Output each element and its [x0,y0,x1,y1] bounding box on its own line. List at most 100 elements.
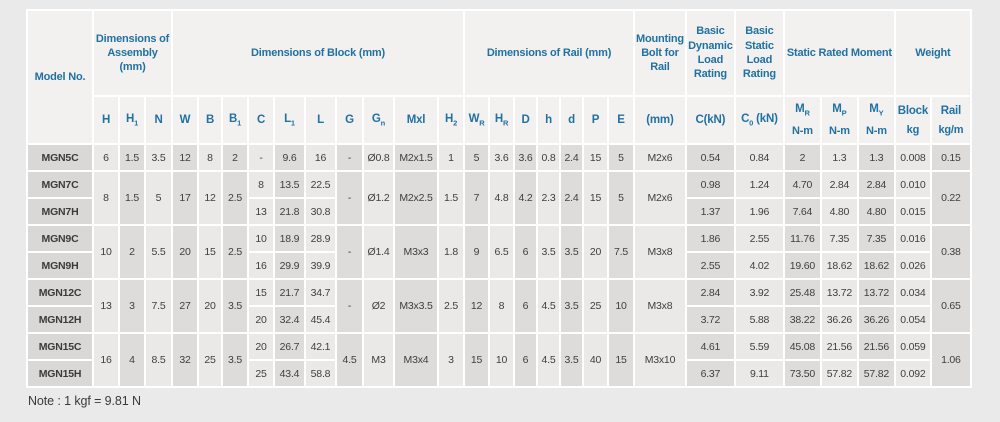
col-header-h: h [538,97,559,143]
table-row-MGN9C: MGN9C 10 2 5.5 20 15 2.5 10 18.9 28.9- Ø1.4 M3x3 1.8… [28,226,970,278]
cell-MGN15H-C: 25 [249,361,273,386]
cell-MGN12C-bolt-mm: M3x8 [635,280,685,332]
cell-MGN9H-MY: 18.62 [858,253,894,278]
cell-MGN9C-weight-block: 0.016 [895,226,930,251]
cell-MGN7C-MY: 2.84 [858,172,894,197]
col-header-C-kN: C(kN) [686,97,734,143]
cell-MGN5C-G: - [337,145,362,170]
cell-MGN7C-H1: 1.5 [120,172,144,224]
cell-MGN15C-MR: 45.08 [784,334,820,359]
cell-MGN15C-d: 3.5 [561,334,582,386]
col-group-dynamic-load: Basic Dynamic Load Rating [686,11,734,95]
col-header-H1: H1 [120,97,144,143]
cell-MGN12H-L1: 32.4 [275,307,304,332]
spec-table: Model No. Dimensions of Assembly (mm) Dime… [26,9,972,388]
cell-MGN5C-W: 12 [173,145,197,170]
cell-MGN9C-WR: 9 [465,226,488,278]
cell-MGN9C-C0-kN: 2.55 [735,226,783,251]
cell-MGN7H-MR: 7.64 [784,199,820,224]
cell-MGN5C-D: 3.6 [515,145,536,170]
cell-MGN15C-C: 20 [249,334,273,359]
cell-MGN5C-WR: 5 [465,145,488,170]
cell-MGN15C-MY: 21.56 [858,334,894,359]
col-group-model: Model No. [28,11,92,143]
cell-MGN12H-MR: 38.22 [784,307,820,332]
cell-MGN5C-B1: 2 [223,145,247,170]
cell-MGN9C-MP: 7.35 [821,226,857,251]
cell-MGN7C-C: 8 [249,172,273,197]
cell-MGN15C-Mxl: M3x4 [395,334,437,386]
cell-MGN5C-E: 5 [609,145,633,170]
cell-MGN5C-d: 2.4 [561,145,582,170]
cell-MGN9H-model: MGN9H [28,253,92,278]
cell-MGN5C-H: 6 [94,145,118,170]
cell-MGN12C-L1: 21.7 [275,280,304,305]
col-header-weight-rail: Rail kg/m [931,97,970,143]
cell-MGN5C-h: 0.8 [538,145,559,170]
cell-MGN9C-W: 20 [173,226,197,278]
cell-MGN12C-H: 13 [94,280,118,332]
cell-MGN15H-MP: 57.82 [821,361,857,386]
cell-MGN7C-Mxl: M2x2.5 [395,172,437,224]
cell-MGN7C-B1: 2.5 [223,172,247,224]
col-header-H2: H2 [439,97,463,143]
cell-MGN15C-weight-block: 0.059 [895,334,930,359]
cell-MGN5C-HR: 3.6 [490,145,513,170]
cell-MGN12C-H2: 2.5 [439,280,463,332]
cell-MGN9C-B1: 2.5 [223,226,247,278]
cell-MGN15H-weight-block: 0.092 [895,361,930,386]
cell-MGN15H-C0-kN: 9.11 [735,361,783,386]
cell-MGN7C-d: 2.4 [561,172,582,224]
cell-MGN9C-P: 20 [584,226,607,278]
cell-MGN12C-C0-kN: 3.92 [735,280,783,305]
table-row-MGN12H: MGN12H 20 32.4 45.4 3.72 5.88 38.22 36.26 36.26 0… [28,307,970,332]
cell-MGN12C-WR: 12 [465,280,488,332]
cell-MGN9C-G: - [337,226,362,278]
cell-MGN7C-MR: 4.70 [784,172,820,197]
col-header-HR: HR [490,97,513,143]
cell-MGN7C-C-kN: 0.98 [686,172,734,197]
cell-MGN5C-MR: 2 [784,145,820,170]
cell-MGN7C-L1: 13.5 [275,172,304,197]
cell-MGN7C-h: 2.3 [538,172,559,224]
cell-MGN9H-C: 16 [249,253,273,278]
cell-MGN9C-h: 3.5 [538,226,559,278]
cell-MGN15C-H: 16 [94,334,118,386]
cell-MGN12H-MP: 36.26 [821,307,857,332]
cell-MGN5C-N: 3.5 [146,145,171,170]
cell-MGN15C-H2: 3 [439,334,463,386]
cell-MGN9C-H1: 2 [120,226,144,278]
cell-MGN15C-W: 32 [173,334,197,386]
note-text: Note : 1 kgf = 9.81 N [28,394,141,408]
cell-MGN7C-E: 5 [609,172,633,224]
cell-MGN15H-L: 58.8 [306,361,335,386]
cell-MGN7H-MY: 4.80 [858,199,894,224]
cell-MGN9H-L: 39.9 [306,253,335,278]
cell-MGN7C-weight-rail: 0.22 [931,172,970,224]
table-row-MGN5C: MGN5C 6 1.5 3.5 12 8 2-9.6 16- Ø0.8 M2x1.5 1 5 3.6 3.… [28,145,970,170]
table-row-MGN7C: MGN7C 8 1.5 5 17 12 2.5 8 13.5 22.5- Ø1.2 M2x2.5 1.5… [28,172,970,224]
cell-MGN12H-L: 45.4 [306,307,335,332]
cell-MGN5C-weight-block: 0.008 [895,145,930,170]
cell-MGN15C-L: 42.1 [306,334,335,359]
cell-MGN7C-HR: 4.8 [490,172,513,224]
table-row-MGN15H: MGN15H 25 43.4 58.8 6.37 9.11 73.50 57.82 57.82 0… [28,361,970,386]
col-header-MP: MP N-m [821,97,857,143]
cell-MGN12H-model: MGN12H [28,307,92,332]
cell-MGN12H-MY: 36.26 [858,307,894,332]
cell-MGN5C-C: - [249,145,273,170]
col-header-Gn: Gn [364,97,393,143]
col-header-WR: WR [465,97,488,143]
cell-MGN5C-Gn: Ø0.8 [364,145,393,170]
col-header-N: N [146,97,171,143]
col-group-mounting-bolt: Mounting Bolt for Rail [635,11,685,95]
cell-MGN7H-C-kN: 1.37 [686,199,734,224]
cell-MGN9H-weight-block: 0.026 [895,253,930,278]
cell-MGN12C-N: 7.5 [146,280,171,332]
cell-MGN9C-model: MGN9C [28,226,92,251]
table-row-MGN15C: MGN15C 16 4 8.5 32 25 3.5 20 26.7 42.1 4.5 M3 M3x4 3 1… [28,334,970,386]
cell-MGN15H-C-kN: 6.37 [686,361,734,386]
cell-MGN15C-B: 25 [199,334,221,386]
cell-MGN5C-C-kN: 0.54 [686,145,734,170]
